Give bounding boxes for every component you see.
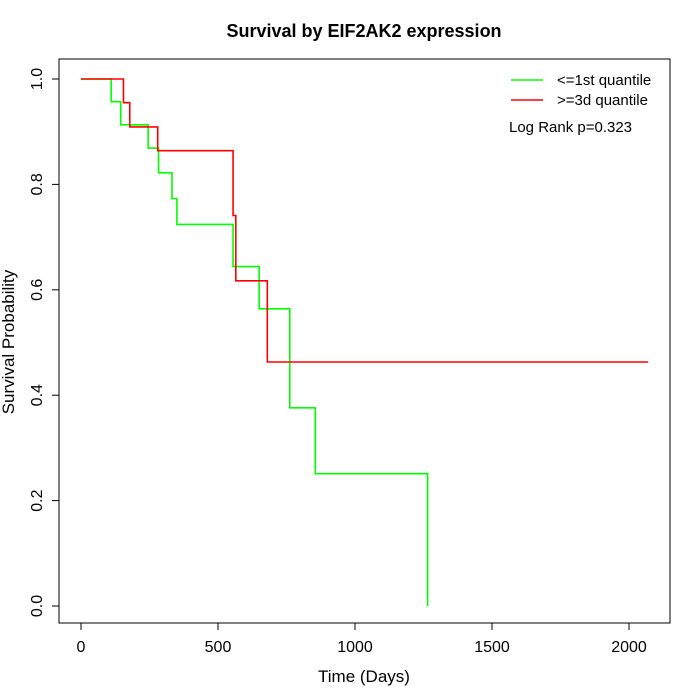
y-axis-label: Survival Probability bbox=[0, 269, 18, 414]
chart-title: Survival by EIF2AK2 expression bbox=[226, 21, 501, 41]
y-tick-label: 0.4 bbox=[29, 384, 46, 406]
y-tick-label: 1.0 bbox=[29, 68, 46, 90]
legend: <=1st quantile >=3d quantile bbox=[511, 72, 651, 109]
y-axis: 0.0 0.2 0.4 0.6 0.8 1.0 bbox=[29, 68, 59, 617]
y-tick-label: 0.8 bbox=[29, 173, 46, 195]
x-tick-label: 1500 bbox=[474, 639, 510, 656]
x-axis-label: Time (Days) bbox=[318, 667, 410, 686]
series-line-2 bbox=[81, 78, 649, 363]
x-tick-label: 2000 bbox=[611, 639, 647, 656]
log-rank-annotation: Log Rank p=0.323 bbox=[509, 119, 632, 136]
x-tick-label: 0 bbox=[77, 639, 86, 656]
y-tick-label: 0.6 bbox=[29, 279, 46, 301]
series-line-1 bbox=[81, 78, 429, 606]
x-tick-label: 500 bbox=[205, 639, 232, 656]
series-layer bbox=[81, 78, 649, 606]
legend-label-1: <=1st quantile bbox=[557, 72, 651, 89]
x-axis: 0 500 1000 1500 2000 bbox=[77, 623, 647, 656]
x-tick-label: 1000 bbox=[337, 639, 373, 656]
y-tick-label: 0.2 bbox=[29, 489, 46, 511]
plot-frame bbox=[58, 58, 671, 624]
y-tick-label: 0.0 bbox=[29, 595, 46, 617]
legend-label-2: >=3d quantile bbox=[557, 92, 648, 109]
